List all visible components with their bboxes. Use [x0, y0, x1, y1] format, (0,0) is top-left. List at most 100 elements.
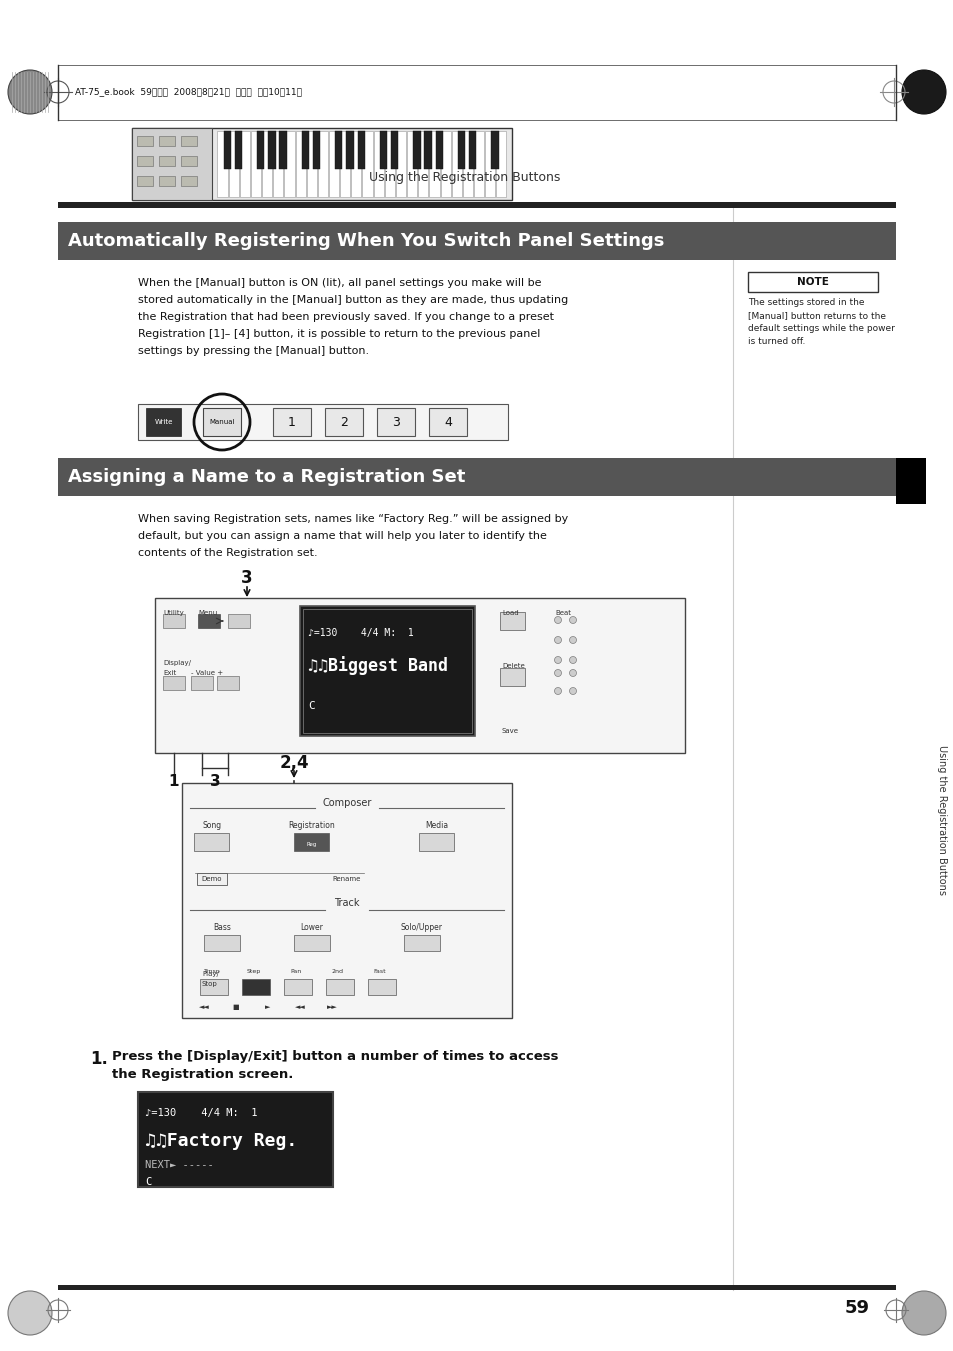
Bar	[194, 834, 230, 851]
Bar	[462, 131, 473, 197]
Text: Utility: Utility	[163, 611, 184, 616]
Text: Song: Song	[202, 821, 221, 830]
Text: ♪=130    4/4 M:  1: ♪=130 4/4 M: 1	[308, 628, 414, 638]
Circle shape	[569, 636, 576, 643]
Text: Demo: Demo	[201, 875, 222, 882]
Bar	[436, 131, 442, 169]
Bar	[273, 131, 283, 197]
Text: ♫♫Biggest Band: ♫♫Biggest Band	[308, 657, 448, 676]
Bar	[200, 979, 228, 994]
Circle shape	[554, 636, 561, 643]
Bar	[419, 834, 454, 851]
Circle shape	[554, 657, 561, 663]
Text: ►►: ►►	[326, 1004, 337, 1011]
Text: Track: Track	[334, 898, 359, 908]
Text: default, but you can assign a name that will help you later to identify the: default, but you can assign a name that …	[138, 531, 546, 540]
Text: When saving Registration sets, names like “Factory Reg.” will be assigned by: When saving Registration sets, names lik…	[138, 513, 568, 524]
Bar	[146, 408, 181, 436]
Text: 3: 3	[210, 774, 220, 789]
Bar	[181, 176, 196, 186]
Text: Solo/Upper: Solo/Upper	[400, 923, 442, 932]
Circle shape	[569, 657, 576, 663]
Text: Using the Registration Buttons: Using the Registration Buttons	[936, 744, 946, 894]
Text: contents of the Registration set.: contents of the Registration set.	[138, 549, 317, 558]
Circle shape	[554, 688, 561, 694]
Bar	[417, 131, 428, 197]
Bar	[474, 131, 484, 197]
Bar	[138, 404, 507, 440]
Bar	[407, 131, 416, 197]
Text: the Registration that had been previously saved. If you change to a preset: the Registration that had been previousl…	[138, 312, 554, 322]
Bar	[384, 131, 395, 197]
Text: Media: Media	[425, 821, 448, 830]
Bar	[303, 609, 472, 734]
Text: Delete: Delete	[501, 663, 524, 669]
Bar	[391, 131, 397, 169]
Text: ◄◄: ◄◄	[294, 1004, 305, 1011]
Text: 59: 59	[844, 1300, 869, 1317]
Text: Rename: Rename	[333, 875, 361, 882]
Text: Lower: Lower	[300, 923, 323, 932]
Text: [Manual] button returns to the: [Manual] button returns to the	[747, 311, 885, 320]
Bar	[362, 131, 373, 197]
Text: Beat: Beat	[555, 611, 571, 616]
Bar	[137, 176, 152, 186]
Text: C: C	[145, 1177, 152, 1188]
Bar	[403, 935, 439, 951]
Text: 2: 2	[339, 416, 348, 428]
Text: 3: 3	[241, 569, 253, 586]
Bar	[268, 131, 275, 169]
Bar	[58, 203, 895, 208]
Bar	[203, 408, 241, 436]
Bar	[198, 613, 220, 628]
Text: The settings stored in the: The settings stored in the	[747, 299, 863, 307]
Text: Composer: Composer	[322, 798, 372, 808]
Text: ◄◄: ◄◄	[198, 1004, 209, 1011]
Text: is turned off.: is turned off.	[747, 336, 804, 346]
FancyBboxPatch shape	[196, 873, 227, 885]
Bar	[413, 131, 420, 169]
Bar	[376, 408, 415, 436]
Text: default settings while the power: default settings while the power	[747, 324, 894, 332]
Bar	[747, 272, 877, 292]
Bar	[159, 136, 174, 146]
Bar	[191, 676, 213, 690]
Bar	[326, 979, 354, 994]
Bar	[181, 155, 196, 166]
Text: Menu: Menu	[198, 611, 217, 616]
Text: Automatically Registering When You Switch Panel Settings: Automatically Registering When You Switc…	[68, 232, 663, 250]
Text: Display/: Display/	[163, 661, 191, 666]
Circle shape	[8, 1292, 52, 1335]
Bar	[379, 131, 387, 169]
Bar	[351, 131, 361, 197]
Bar	[485, 131, 495, 197]
Text: 1: 1	[169, 774, 179, 789]
Bar	[313, 131, 320, 169]
Text: Manual: Manual	[209, 419, 234, 426]
Text: ►: ►	[265, 1004, 271, 1011]
Bar	[499, 612, 524, 630]
Bar	[469, 131, 476, 169]
Bar	[346, 131, 354, 169]
Text: ♫♫Factory Reg.: ♫♫Factory Reg.	[145, 1132, 297, 1150]
Bar	[496, 131, 506, 197]
Bar	[159, 176, 174, 186]
Bar	[239, 131, 250, 197]
Bar	[138, 1092, 333, 1188]
Bar	[395, 131, 406, 197]
Bar	[491, 131, 498, 169]
Bar	[452, 131, 461, 197]
Bar	[137, 155, 152, 166]
Bar	[58, 1285, 895, 1290]
Bar	[457, 131, 465, 169]
Text: 1.: 1.	[90, 1050, 108, 1069]
Text: Write: Write	[154, 419, 172, 426]
Text: Stop: Stop	[202, 981, 217, 988]
Bar	[284, 979, 312, 994]
Bar	[58, 458, 895, 496]
Circle shape	[554, 670, 561, 677]
Bar	[223, 131, 231, 169]
Bar	[204, 935, 240, 951]
Text: Load: Load	[501, 611, 518, 616]
Text: Play/: Play/	[202, 971, 218, 977]
